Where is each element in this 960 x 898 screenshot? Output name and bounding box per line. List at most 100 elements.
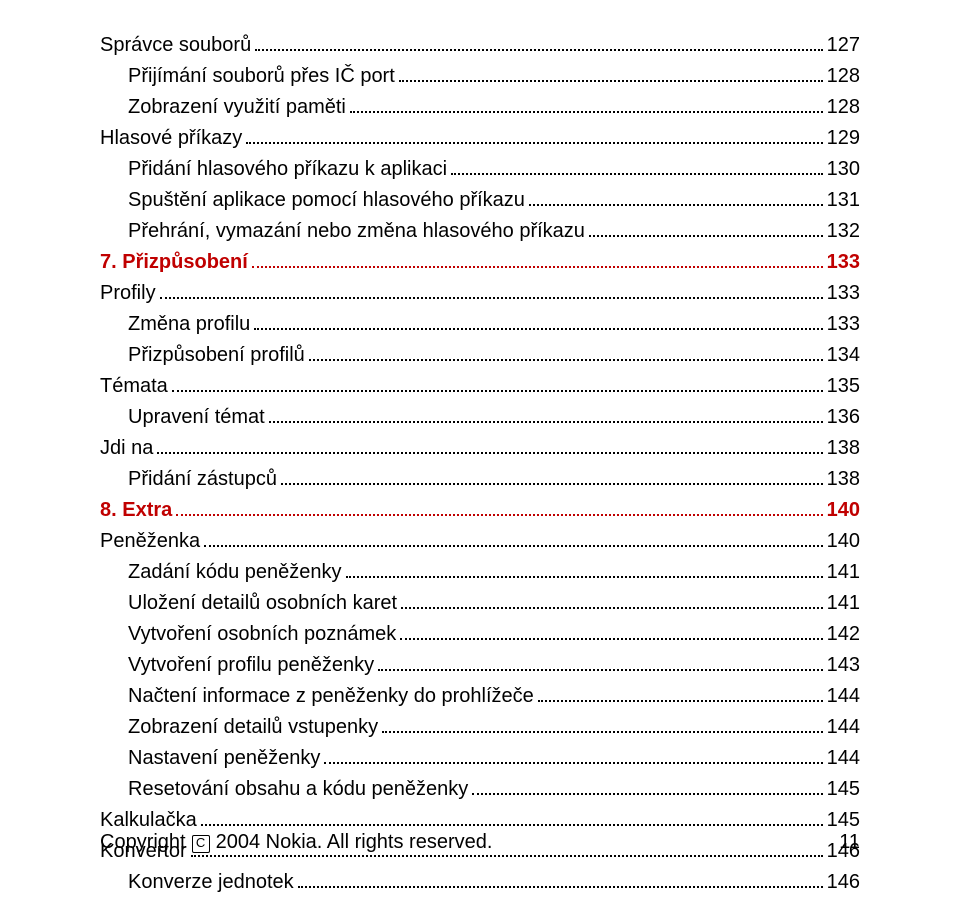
toc-entry: Uložení detailů osobních karet 141 xyxy=(100,588,860,619)
toc-entry: Vytvoření osobních poznámek 142 xyxy=(100,619,860,650)
toc-entry-page: 140 xyxy=(827,495,860,526)
toc-entry-page: 130 xyxy=(827,154,860,185)
toc-leader-dots xyxy=(309,359,823,361)
toc-entry-page: 128 xyxy=(827,92,860,123)
toc-entry-page: 144 xyxy=(827,712,860,743)
toc-entry-label: Přidání hlasového příkazu k aplikaci xyxy=(128,154,447,185)
toc-leader-dots xyxy=(204,545,823,547)
toc-entry-page: 145 xyxy=(827,774,860,805)
toc-leader-dots xyxy=(350,111,823,113)
copyright-line: Copyright C 2004 Nokia. All rights reser… xyxy=(100,831,492,854)
toc-entry: Témata135 xyxy=(100,371,860,402)
toc-entry-label: Resetování obsahu a kódu peněženky xyxy=(128,774,468,805)
toc-entry: 8. Extra 140 xyxy=(100,495,860,526)
toc-entry-label: Přidání zástupců xyxy=(128,464,277,495)
toc-entry-label: Jdi na xyxy=(100,433,153,464)
toc-entry: Spuštění aplikace pomocí hlasového příka… xyxy=(100,185,860,216)
toc-leader-dots xyxy=(346,576,823,578)
toc-entry: Konverze jednotek 146 xyxy=(100,867,860,898)
toc-entry-page: 131 xyxy=(827,185,860,216)
toc-entry-label: Profily xyxy=(100,278,156,309)
toc-entry-page: 141 xyxy=(827,557,860,588)
toc-entry-label: Přijímání souborů přes IČ port xyxy=(128,61,395,92)
toc-entry-page: 144 xyxy=(827,681,860,712)
toc-entry-page: 144 xyxy=(827,743,860,774)
toc-entry-page: 129 xyxy=(827,123,860,154)
toc-entry: Profily 133 xyxy=(100,278,860,309)
toc-leader-dots xyxy=(382,731,822,733)
toc-leader-dots xyxy=(269,421,823,423)
toc-entry: Peněženka 140 xyxy=(100,526,860,557)
toc-entry-label: Konverze jednotek xyxy=(128,867,294,898)
copyright-prefix: Copyright xyxy=(100,831,186,854)
toc-entry-page: 138 xyxy=(827,464,860,495)
toc-entry-label: Vytvoření osobních poznámek xyxy=(128,619,396,650)
toc-entry: Vytvoření profilu peněženky 143 xyxy=(100,650,860,681)
toc-entry-label: 8. Extra xyxy=(100,495,172,526)
toc-entry-label: Správce souborů xyxy=(100,30,251,61)
toc-leader-dots xyxy=(160,297,823,299)
toc-entry-label: Nastavení peněženky xyxy=(128,743,320,774)
toc-entry-label: Přehrání, vymazání nebo změna hlasového … xyxy=(128,216,585,247)
toc-entry: Zadání kódu peněženky 141 xyxy=(100,557,860,588)
toc-entry: Přidání hlasového příkazu k aplikaci 130 xyxy=(100,154,860,185)
toc-entry-page: 133 xyxy=(827,309,860,340)
toc-entry: Změna profilu133 xyxy=(100,309,860,340)
toc-leader-dots xyxy=(589,235,823,237)
toc-entry-page: 133 xyxy=(827,278,860,309)
toc-entry: Načtení informace z peněženky do prohlíž… xyxy=(100,681,860,712)
toc-entry: Přijímání souborů přes IČ port 128 xyxy=(100,61,860,92)
toc-leader-dots xyxy=(201,824,823,826)
toc-entry-page: 136 xyxy=(827,402,860,433)
toc-leader-dots xyxy=(324,762,822,764)
toc-entry-label: Uložení detailů osobních karet xyxy=(128,588,397,619)
toc-entry-page: 141 xyxy=(827,588,860,619)
toc-entry: Nastavení peněženky 144 xyxy=(100,743,860,774)
toc-entry-page: 132 xyxy=(827,216,860,247)
toc-entry-label: Spuštění aplikace pomocí hlasového příka… xyxy=(128,185,525,216)
toc-entry-page: 127 xyxy=(827,30,860,61)
toc-entry: Zobrazení detailů vstupenky 144 xyxy=(100,712,860,743)
toc-entry: Resetování obsahu a kódu peněženky 145 xyxy=(100,774,860,805)
toc-entry-label: Hlasové příkazy xyxy=(100,123,242,154)
toc-leader-dots xyxy=(254,328,822,330)
toc-entry-label: Vytvoření profilu peněženky xyxy=(128,650,374,681)
toc-entry-label: Zobrazení detailů vstupenky xyxy=(128,712,378,743)
toc-entry: Správce souborů 127 xyxy=(100,30,860,61)
toc-entry-label: Upravení témat xyxy=(128,402,265,433)
toc-entry: Hlasové příkazy 129 xyxy=(100,123,860,154)
page-number: 11 xyxy=(839,831,860,854)
copyright-symbol: C xyxy=(192,835,210,853)
toc-entry-label: 7. Přizpůsobení xyxy=(100,247,248,278)
toc-entry-page: 134 xyxy=(827,340,860,371)
page-container: Správce souborů127Přijímání souborů přes… xyxy=(0,0,960,888)
copyright-text: 2004 Nokia. All rights reserved. xyxy=(216,831,493,854)
toc-entry-label: Přizpůsobení profilů xyxy=(128,340,305,371)
toc-entry-label: Zadání kódu peněženky xyxy=(128,557,342,588)
toc-entry: Přehrání, vymazání nebo změna hlasového … xyxy=(100,216,860,247)
toc-leader-dots xyxy=(281,483,823,485)
toc-entry-page: 143 xyxy=(827,650,860,681)
toc-entry-page: 135 xyxy=(827,371,860,402)
toc-leader-dots xyxy=(400,638,822,640)
toc-leader-dots xyxy=(255,49,822,51)
toc-entry-label: Peněženka xyxy=(100,526,200,557)
page-footer: Copyright C 2004 Nokia. All rights reser… xyxy=(100,831,860,854)
toc-leader-dots xyxy=(529,204,823,206)
toc-leader-dots xyxy=(378,669,823,671)
toc-entry: 7. Přizpůsobení133 xyxy=(100,247,860,278)
toc-entry-page: 140 xyxy=(827,526,860,557)
toc-entry-page: 142 xyxy=(827,619,860,650)
toc-leader-dots xyxy=(451,173,823,175)
toc-leader-dots xyxy=(472,793,822,795)
table-of-contents: Správce souborů127Přijímání souborů přes… xyxy=(100,30,860,898)
toc-entry-page: 128 xyxy=(827,61,860,92)
toc-leader-dots xyxy=(401,607,823,609)
toc-entry: Upravení témat 136 xyxy=(100,402,860,433)
toc-leader-dots xyxy=(538,700,823,702)
toc-leader-dots xyxy=(176,514,822,516)
toc-entry-page: 146 xyxy=(827,867,860,898)
toc-entry: Přizpůsobení profilů 134 xyxy=(100,340,860,371)
toc-entry-label: Načtení informace z peněženky do prohlíž… xyxy=(128,681,534,712)
toc-leader-dots xyxy=(399,80,823,82)
